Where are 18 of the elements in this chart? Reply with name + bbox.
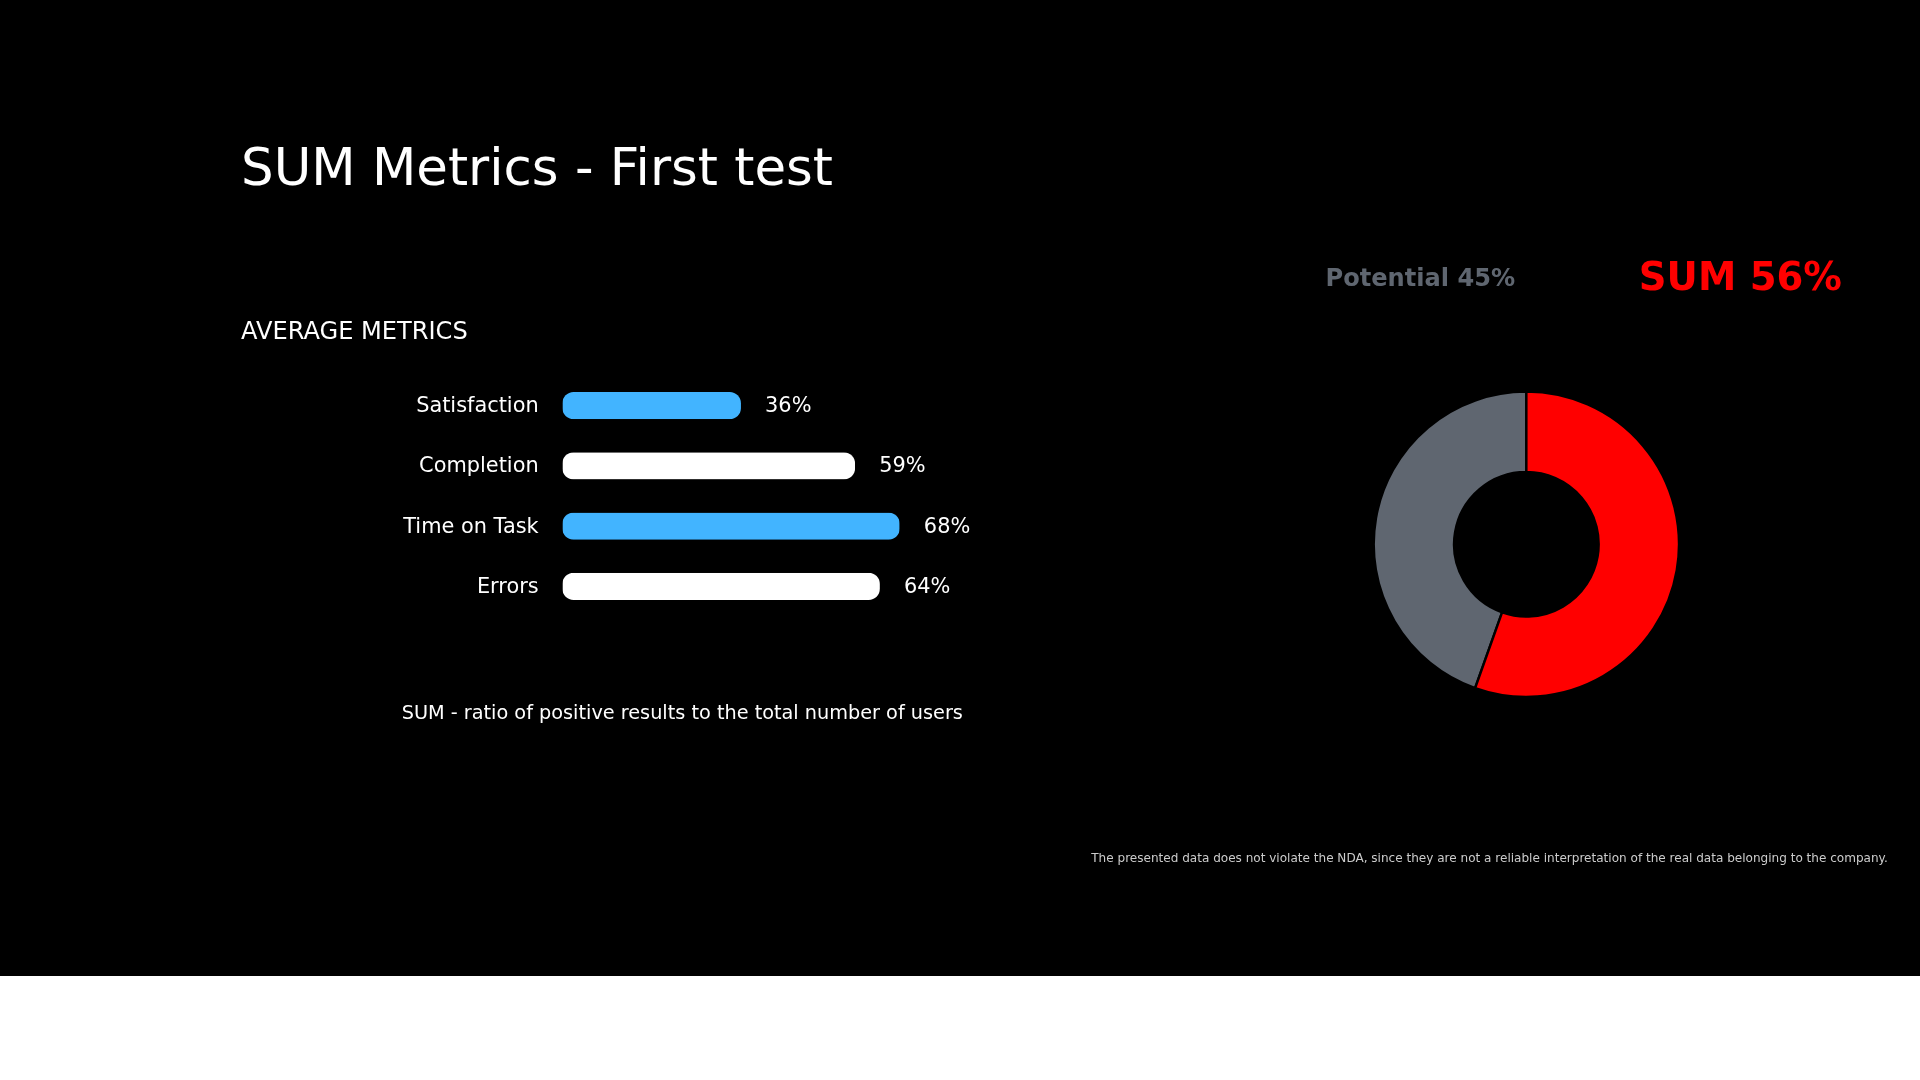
text: AVERAGE METRICS xyxy=(241,316,468,345)
text: The presented data does not violate the NDA, since they are not a reliable interpretation of the real data belonging to the company. xyxy=(1090,850,1888,865)
y-tick-label: Completion xyxy=(419,453,539,478)
bar xyxy=(562,452,856,480)
bar xyxy=(562,512,900,540)
data-label: 64% xyxy=(904,573,951,598)
data-label: 68% xyxy=(923,513,971,538)
data-label: 36% xyxy=(765,393,812,418)
slice-label: Potential 45% xyxy=(1325,264,1516,293)
data-label: 59% xyxy=(879,453,926,478)
chart-title: SUM Metrics - First test xyxy=(241,137,834,198)
bar xyxy=(562,392,741,420)
y-tick-label: Time on Task xyxy=(402,513,540,538)
bar xyxy=(562,572,880,600)
text: SUM - ratio of positive results to the total number of users xyxy=(401,700,963,724)
y-tick-label: Satisfaction xyxy=(416,393,539,418)
slice-label: SUM 56% xyxy=(1638,254,1842,300)
y-tick-label: Errors xyxy=(476,573,539,598)
